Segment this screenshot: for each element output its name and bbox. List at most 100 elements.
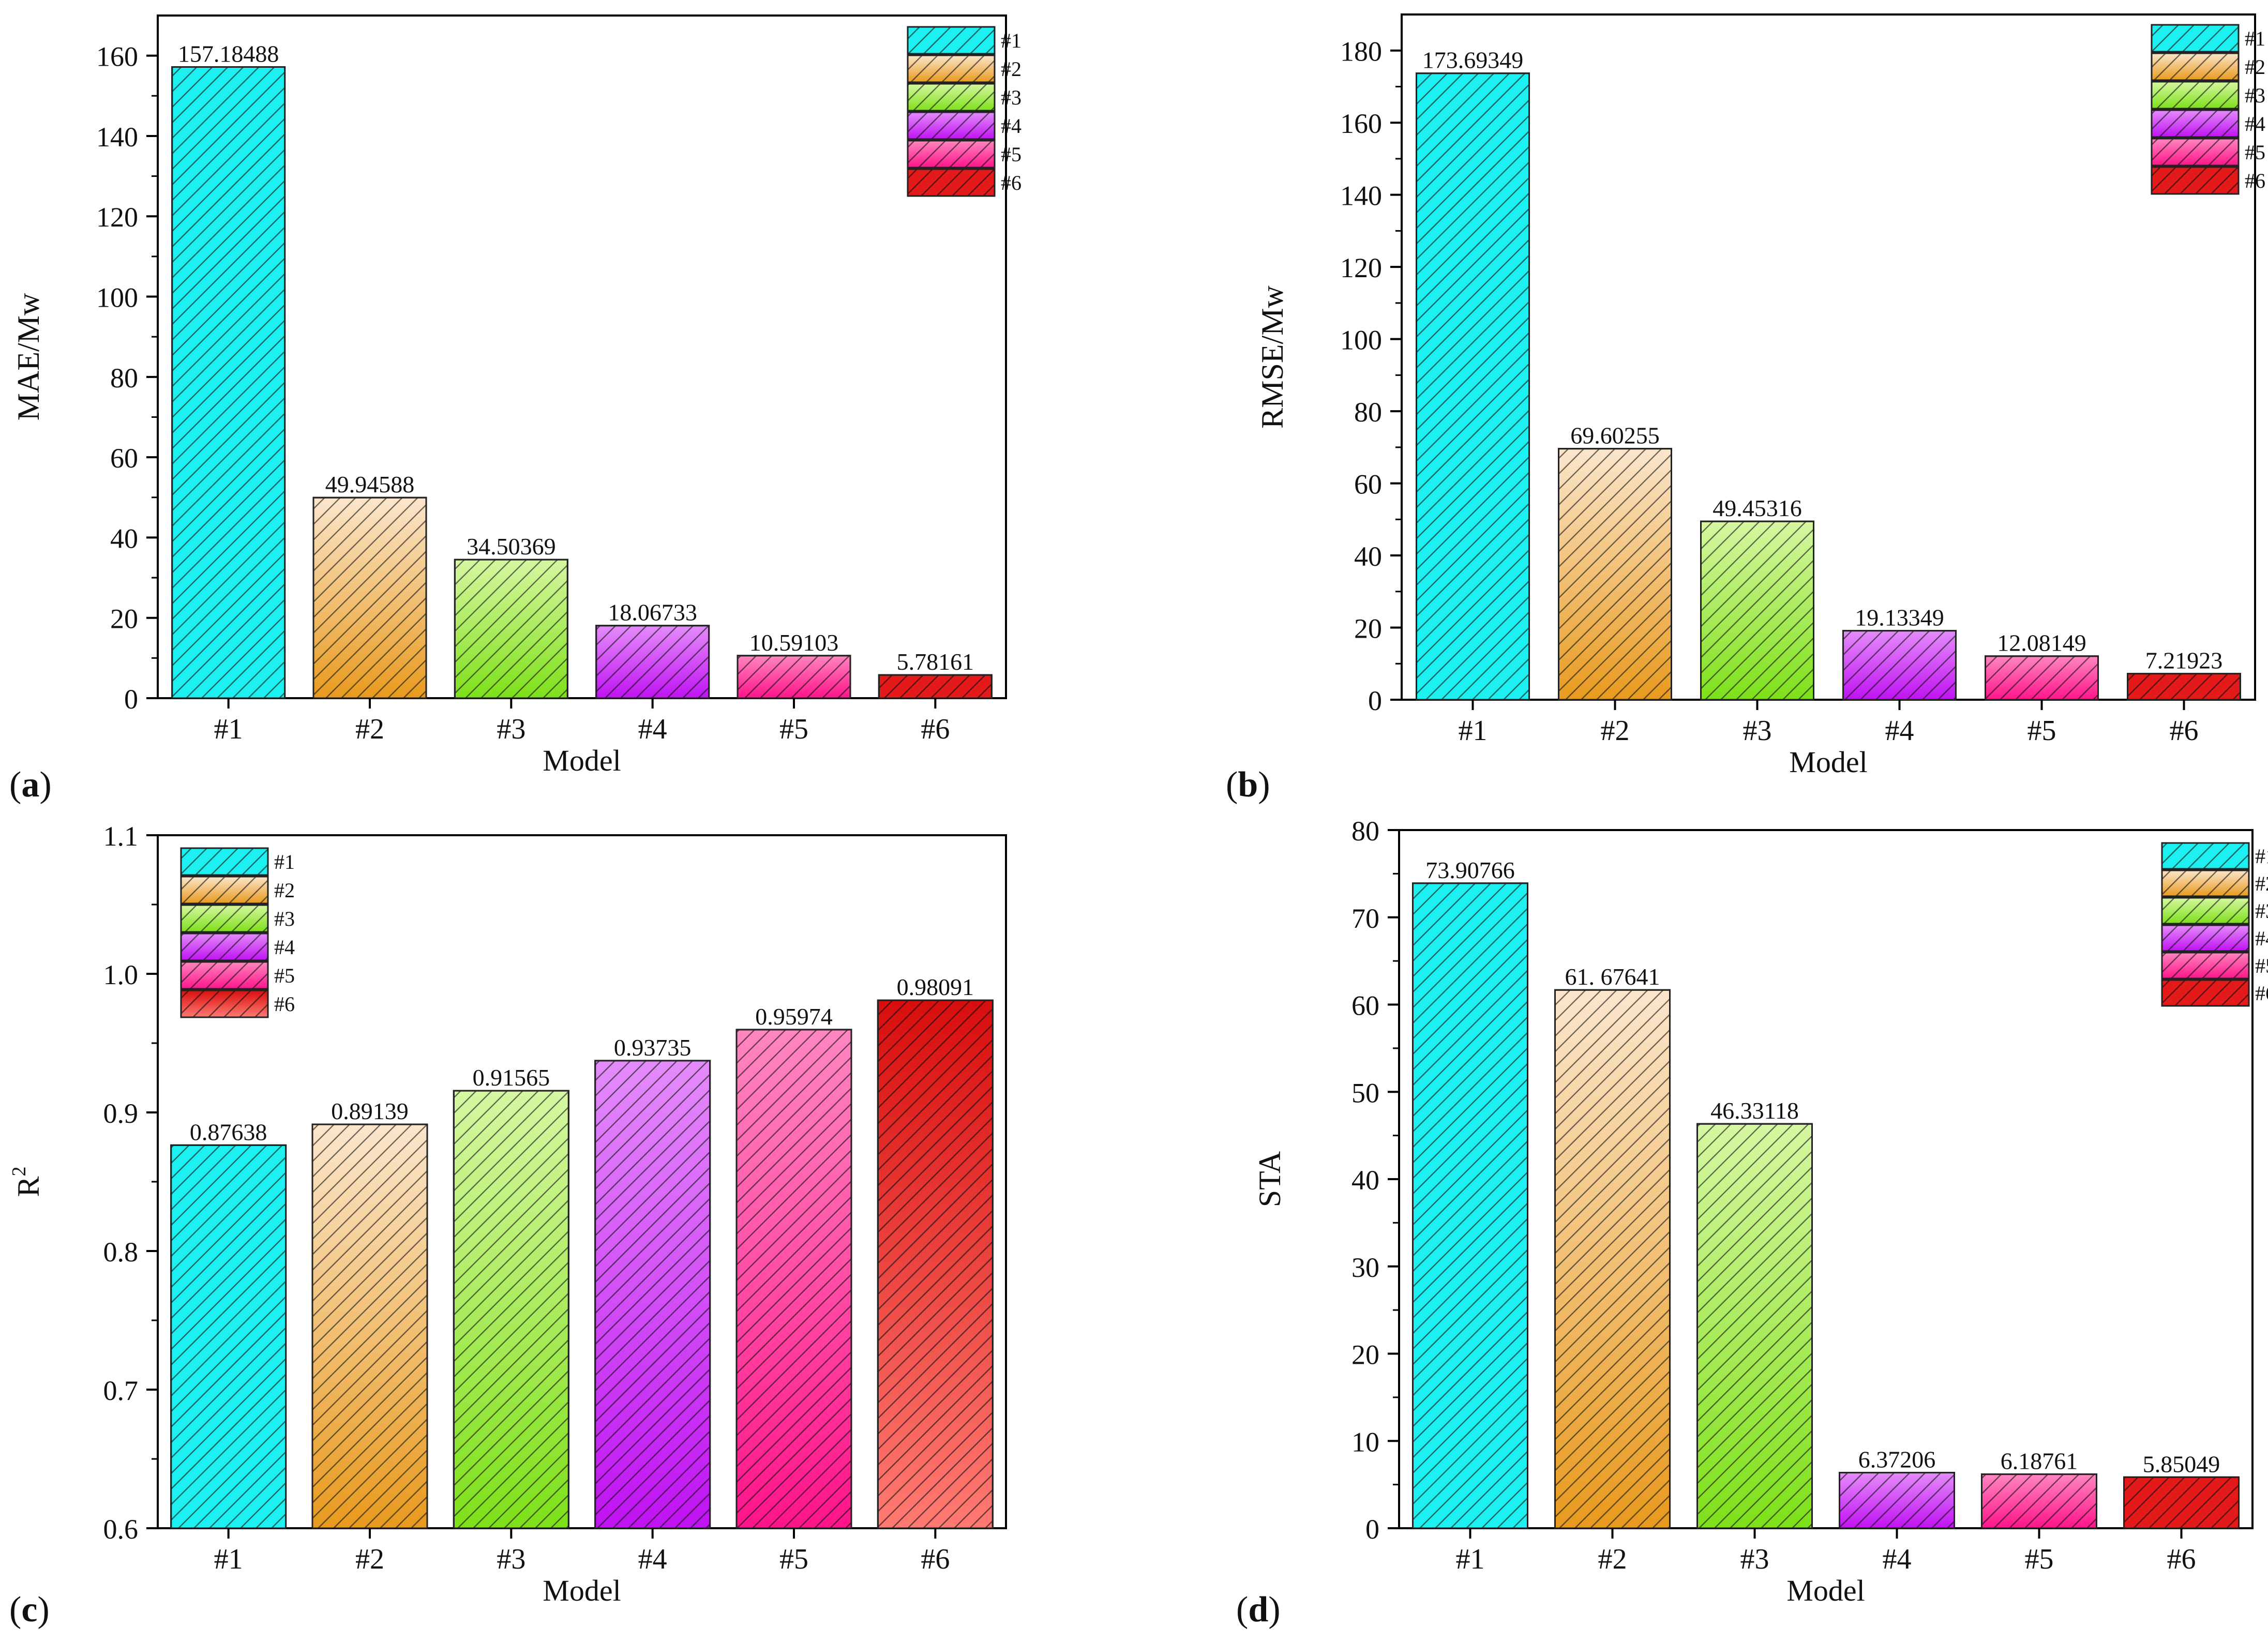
legend-label: #6 bbox=[2245, 169, 2265, 192]
legend-label: #6 bbox=[2255, 982, 2268, 1005]
bar-value-label: 0.89139 bbox=[331, 1098, 409, 1124]
y-tick-label: 120 bbox=[96, 202, 138, 233]
legend-label: #4 bbox=[1001, 114, 1022, 138]
y-axis-label: RMSE/Mw bbox=[1255, 285, 1289, 428]
bar-hatch bbox=[2123, 1476, 2240, 1529]
legend-swatch-hatch bbox=[907, 140, 996, 169]
x-axis-label: Model bbox=[1786, 1574, 1865, 1607]
x-tick-label: #4 bbox=[1885, 715, 1914, 747]
x-tick-label: #2 bbox=[1598, 1543, 1627, 1575]
legend-label: #4 bbox=[274, 936, 295, 959]
x-tick-label: #6 bbox=[921, 1543, 950, 1575]
bar-hatch bbox=[1554, 989, 1671, 1529]
y-tick-label: 1.0 bbox=[103, 959, 139, 990]
legend-swatch-hatch bbox=[2151, 52, 2240, 81]
bar-hatch bbox=[1412, 882, 1528, 1529]
y-tick-label: 40 bbox=[1351, 1165, 1379, 1196]
chart-panel-c: 0.6 0.7 0.8 0.9 1.0 1.1 0.87638 #1 0.89139 #2 0.91… bbox=[8, 821, 1007, 1630]
legend-label: #4 bbox=[2245, 112, 2265, 135]
y-tick-label: 0.6 bbox=[103, 1514, 139, 1545]
legend-label: #3 bbox=[1001, 86, 1022, 109]
legend-label: #1 bbox=[2255, 845, 2268, 868]
panel-label: (a) bbox=[9, 765, 52, 805]
legend-swatch-hatch bbox=[2151, 109, 2240, 138]
y-tick-label: 70 bbox=[1351, 903, 1379, 934]
y-tick-label: 160 bbox=[1340, 108, 1382, 139]
legend-swatch-hatch bbox=[2161, 897, 2250, 925]
x-tick-label: #5 bbox=[779, 1543, 808, 1575]
x-tick-label: #2 bbox=[355, 713, 384, 745]
x-tick-label: #6 bbox=[921, 713, 950, 745]
bar-hatch bbox=[1416, 72, 1530, 701]
x-tick-label: #1 bbox=[214, 713, 243, 745]
panel-label: (d) bbox=[1236, 1590, 1281, 1630]
y-tick-label: 40 bbox=[110, 523, 138, 554]
bar-value-label: 12.08149 bbox=[1997, 630, 2086, 656]
bar-hatch bbox=[737, 655, 851, 699]
bar-value-label: 7.21923 bbox=[2145, 647, 2223, 674]
legend-swatch-hatch bbox=[180, 847, 269, 876]
x-tick-label: #6 bbox=[2170, 715, 2199, 747]
bar-hatch bbox=[1839, 1471, 1955, 1529]
legend-swatch-hatch bbox=[2161, 869, 2250, 897]
y-tick-label: 120 bbox=[1340, 252, 1382, 283]
x-tick-label: #1 bbox=[1459, 715, 1488, 747]
y-tick-label: 50 bbox=[1351, 1077, 1379, 1108]
bar-hatch bbox=[1842, 630, 1957, 701]
bar-value-label: 0.91565 bbox=[473, 1064, 550, 1091]
y-tick-label: 0.8 bbox=[103, 1237, 139, 1268]
bar-hatch bbox=[312, 496, 427, 699]
x-tick-label: #2 bbox=[355, 1543, 384, 1575]
panel-label: (c) bbox=[9, 1590, 50, 1630]
bar-value-label: 69.60255 bbox=[1570, 423, 1660, 449]
legend-swatch-hatch bbox=[2151, 166, 2240, 195]
bar-hatch bbox=[171, 66, 286, 699]
legend-swatch-hatch bbox=[2161, 979, 2250, 1007]
y-tick-label: 20 bbox=[1354, 613, 1382, 644]
bar-value-label: 49.94588 bbox=[325, 471, 415, 498]
x-tick-label: #3 bbox=[1740, 1543, 1769, 1575]
y-tick-label: 60 bbox=[110, 443, 138, 474]
bar-value-label: 0.98091 bbox=[897, 974, 974, 1000]
bar-value-label: 6.18761 bbox=[2001, 1448, 2078, 1474]
x-tick-label: #3 bbox=[497, 1543, 525, 1575]
x-tick-label: #4 bbox=[638, 1543, 667, 1575]
legend-swatch-hatch bbox=[2161, 952, 2250, 980]
y-tick-label: 80 bbox=[1351, 816, 1379, 847]
y-tick-label: 80 bbox=[110, 363, 138, 394]
y-tick-label: 140 bbox=[96, 122, 138, 153]
x-tick-label: #5 bbox=[779, 713, 808, 745]
y-tick-label: 180 bbox=[1340, 36, 1382, 67]
legend-swatch-hatch bbox=[180, 961, 269, 990]
x-tick-label: #1 bbox=[1456, 1543, 1485, 1575]
legend-swatch-hatch bbox=[180, 932, 269, 961]
legend-label: #3 bbox=[2255, 899, 2268, 923]
x-tick-label: #6 bbox=[2167, 1543, 2196, 1575]
legend-swatch-hatch bbox=[907, 26, 996, 55]
bar-value-label: 49.45316 bbox=[1713, 495, 1802, 521]
bar-hatch bbox=[878, 674, 993, 699]
chart-panel-b: 0 20 40 60 80 100 120 140 160 180 173.69349 #1 69.60… bbox=[1226, 13, 2265, 805]
bar-value-label: 19.13349 bbox=[1855, 605, 1944, 631]
legend-label: #5 bbox=[274, 964, 295, 987]
bar-value-label: 5.85049 bbox=[2143, 1451, 2220, 1477]
y-tick-label: 160 bbox=[96, 41, 138, 72]
bar-value-label: 34.50369 bbox=[467, 533, 556, 560]
y-tick-label: 0 bbox=[124, 684, 138, 715]
legend-swatch-hatch bbox=[2151, 138, 2240, 167]
legend-swatch-hatch bbox=[2161, 924, 2250, 952]
bar-hatch bbox=[735, 1029, 852, 1529]
bar-hatch bbox=[1558, 448, 1672, 701]
x-tick-label: #2 bbox=[1601, 715, 1630, 747]
legend-label: #3 bbox=[2245, 84, 2265, 107]
bar-hatch bbox=[877, 999, 994, 1529]
legend-swatch-hatch bbox=[2151, 81, 2240, 110]
y-tick-label: 0.7 bbox=[103, 1375, 139, 1406]
y-axis-label-superscript: 2 bbox=[8, 1166, 30, 1176]
y-tick-label: 30 bbox=[1351, 1252, 1379, 1283]
legend-label: #3 bbox=[274, 907, 295, 930]
x-tick-label: #4 bbox=[1883, 1543, 1912, 1575]
legend-swatch-hatch bbox=[907, 168, 996, 197]
legend-swatch-hatch bbox=[180, 989, 269, 1018]
y-tick-label: 40 bbox=[1354, 541, 1382, 572]
